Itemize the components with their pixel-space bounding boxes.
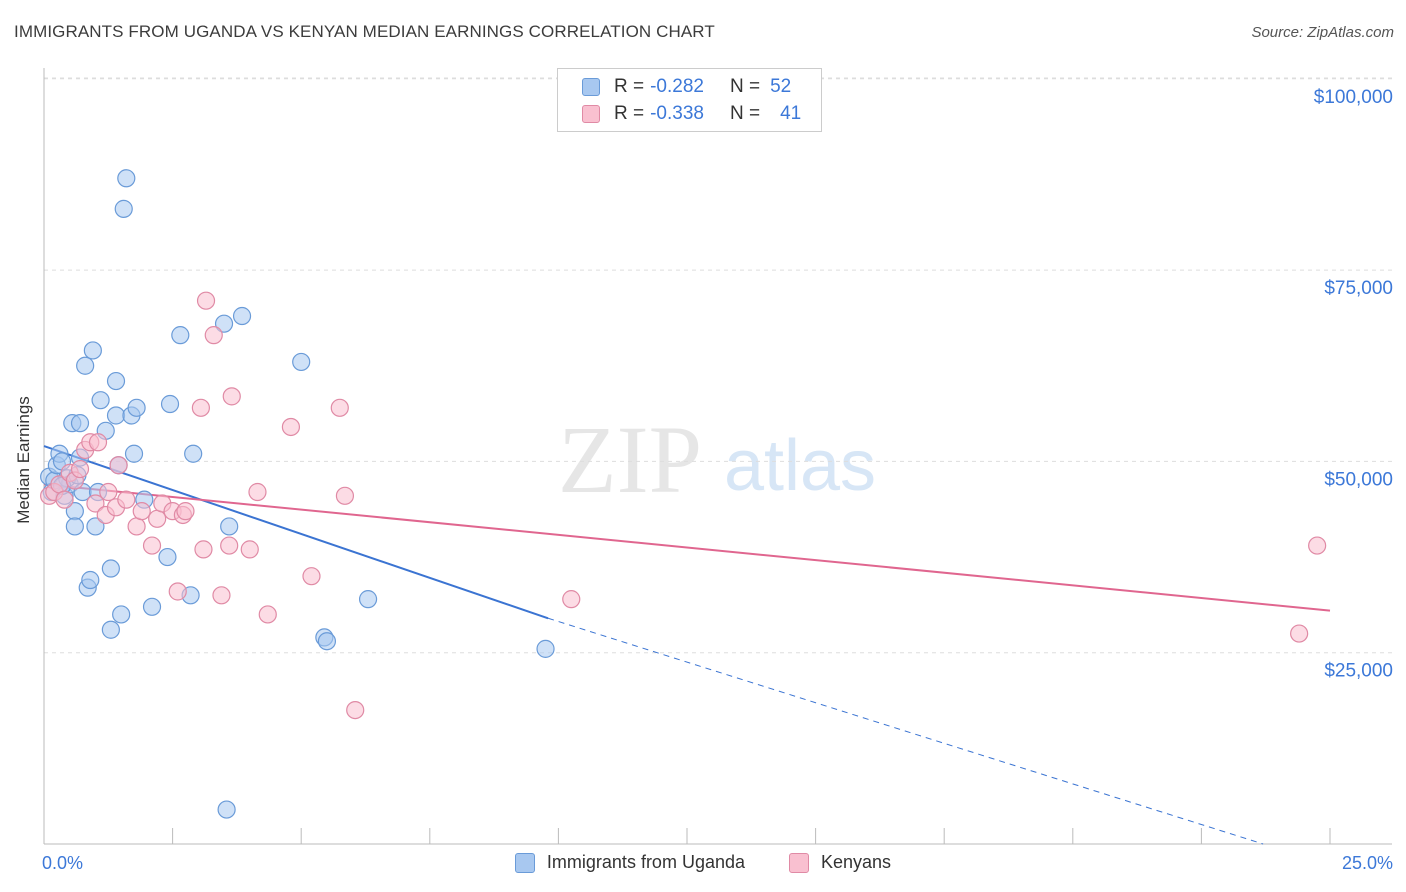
kenyans-point [330,398,349,417]
uganda-point [83,341,102,360]
kenyans-point [117,490,136,509]
legend-label-kenyans: Kenyans [821,852,892,872]
uganda-point [358,590,378,609]
uganda-trend-line [43,445,549,620]
kenyans-point [258,605,277,624]
uganda-point [101,559,120,578]
kenyans-point [194,540,213,559]
legend-r-label: R = [614,76,645,97]
legend-r-value: -0.282 [650,76,704,97]
uganda-point [214,314,234,333]
legend-item-kenyans: Kenyans [789,852,891,873]
uganda-point [158,547,177,567]
watermark-zip: ZIP [558,406,702,513]
uganda-point [76,356,95,375]
uganda-point [65,517,84,536]
kenyans-point [220,536,239,555]
legend-swatch-kenyans [582,105,600,123]
legend-label-uganda: Immigrants from Uganda [546,852,745,872]
kenyans-point [562,590,581,609]
series-legend: Immigrants from Uganda Kenyans [0,852,1406,873]
kenyans-point [335,486,355,505]
uganda-point [536,639,555,658]
stats-legend: R = -0.282 N = 52 R = -0.338 N = 41 [557,68,822,132]
kenyans-point [191,398,210,417]
x-tick-label: 25.0% [1342,853,1393,873]
kenyans-point [346,700,365,720]
kenyans-trend-line [43,483,1331,612]
kenyans-point [142,536,162,555]
uganda-point [217,800,236,819]
kenyans-point [196,291,216,310]
kenyans-point [212,586,231,605]
legend-swatch-uganda [514,852,535,873]
legend-row-kenyans: R = -0.338 N = 41 [582,102,801,126]
uganda-point [112,605,131,624]
uganda-point [106,371,126,391]
kenyans-point [302,567,321,586]
uganda-point [106,406,126,425]
kenyans-point [176,502,195,521]
uganda-point [184,444,203,463]
x-tick-label: 0.0% [42,853,83,873]
uganda-point [124,444,144,463]
uganda-point [114,199,133,218]
legend-n-label: N = [729,103,761,124]
legend-n-value: 41 [780,103,802,124]
kenyans-point [127,517,146,536]
uganda-point [117,169,136,188]
kenyans-point [148,509,167,528]
uganda-trend-extension [547,617,1264,845]
chart-source: Source: ZipAtlas.com [1251,24,1394,41]
legend-row-uganda: R = -0.282 N = 52 [582,75,791,99]
kenyans-point [222,387,241,406]
uganda-point [142,597,162,616]
uganda-point [220,517,239,536]
kenyans-point [1290,624,1309,643]
uganda-point [171,326,190,345]
uganda-point [127,398,146,417]
y-tick-label: $50,000 [1324,469,1393,490]
y-tick-label: $75,000 [1324,278,1393,299]
kenyans-point [70,459,90,479]
legend-swatch-uganda [582,78,600,96]
kenyans-point [99,482,118,502]
uganda-point [160,394,180,414]
uganda-point [101,620,120,639]
uganda-point [232,306,252,326]
y-tick-label: $100,000 [1314,87,1393,108]
kenyans-point [281,417,301,437]
kenyans-point [86,494,105,513]
legend-r-value: -0.338 [650,103,704,124]
y-tick-label: $25,000 [1324,661,1393,682]
legend-r-label: R = [614,103,645,124]
legend-n-label: N = [729,76,761,97]
legend-swatch-kenyans [789,852,809,873]
kenyans-point [204,326,223,345]
uganda-point [81,570,100,590]
uganda-point [86,517,105,536]
legend-n-value: 52 [770,76,792,97]
kenyans-point [168,582,187,601]
kenyans-point [132,502,151,521]
uganda-point [91,391,110,410]
kenyans-point [240,540,259,559]
watermark-atlas: atlas [724,426,876,506]
uganda-point [317,632,337,651]
uganda-point [292,352,311,372]
kenyans-point [248,482,267,502]
legend-item-uganda: Immigrants from Uganda [514,852,745,873]
kenyans-point [1308,536,1327,555]
uganda-point [70,414,90,433]
kenyans-point [88,433,108,452]
y-axis-label: Median Earnings [14,396,33,524]
chart-title: IMMIGRANTS FROM UGANDA VS KENYAN MEDIAN … [14,22,715,41]
kenyans-point [55,490,74,509]
kenyans-point [109,456,128,475]
